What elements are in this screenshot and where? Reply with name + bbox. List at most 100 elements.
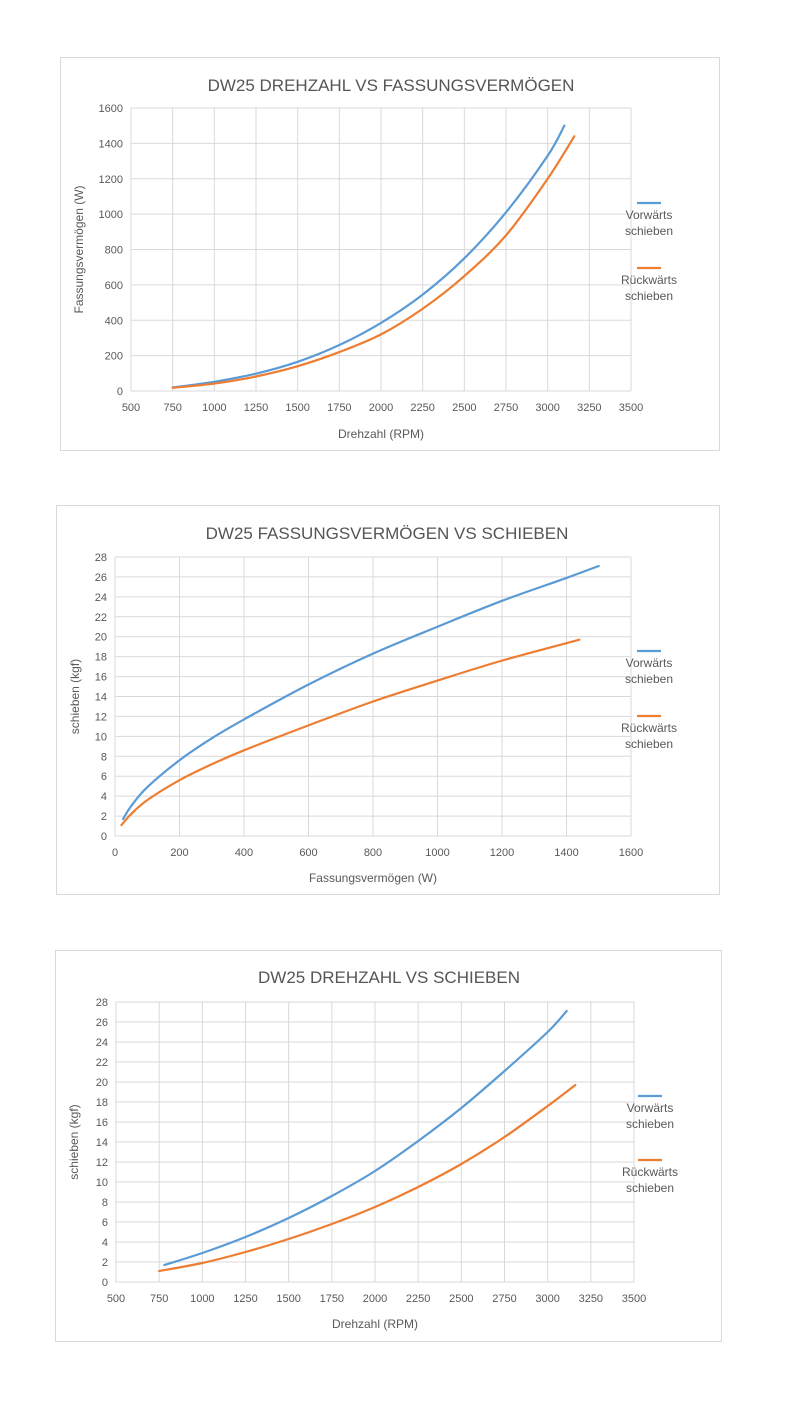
- y-tick-label: 800: [105, 245, 123, 257]
- y-tick-label: 12: [96, 1157, 108, 1169]
- x-tick-label: 3000: [535, 1293, 559, 1305]
- legend-label: Vorwärts schieben: [625, 208, 673, 238]
- x-tick-label: 3500: [619, 402, 643, 414]
- y-tick-label: 22: [96, 1057, 108, 1069]
- y-tick-label: 12: [95, 711, 107, 723]
- y-tick-label: 200: [105, 351, 123, 363]
- x-tick-label: 3250: [579, 1293, 603, 1305]
- y-tick-label: 18: [95, 652, 107, 664]
- x-tick-label: 3000: [535, 402, 559, 414]
- chart-title: DW25 FASSUNGSVERMÖGEN VS SCHIEBEN: [206, 524, 569, 543]
- y-tick-label: 1200: [99, 174, 123, 186]
- x-tick-label: 2000: [369, 402, 393, 414]
- y-axis-label: schieben (kgf): [68, 659, 82, 734]
- x-tick-label: 1000: [190, 1293, 214, 1305]
- y-tick-label: 8: [101, 751, 107, 763]
- series-line-rueckwaerts: [120, 638, 581, 827]
- x-tick-label: 3500: [622, 1293, 646, 1305]
- series-line-vorwaerts: [171, 124, 566, 389]
- y-tick-label: 6: [101, 771, 107, 783]
- series-line-vorwaerts: [163, 1009, 568, 1267]
- x-tick-label: 750: [150, 1293, 168, 1305]
- y-tick-label: 14: [95, 692, 107, 704]
- x-tick-label: 500: [122, 402, 140, 414]
- y-tick-label: 24: [96, 1037, 108, 1049]
- legend-entry: Vorwärts schieben: [625, 201, 673, 238]
- series-line-rueckwaerts: [158, 1083, 577, 1273]
- x-tick-label: 0: [112, 847, 118, 859]
- x-tick-label: 2750: [494, 402, 518, 414]
- legend-entry: Vorwärts schieben: [625, 649, 673, 686]
- y-tick-label: 16: [95, 672, 107, 684]
- legend-label: Rückwärts schieben: [621, 273, 677, 303]
- legend-label: Vorwärts schieben: [625, 656, 673, 686]
- legend-label: Vorwärts schieben: [626, 1101, 674, 1131]
- gridlines: [115, 1001, 635, 1283]
- y-tick-label: 28: [95, 552, 107, 564]
- x-axis-label: Drehzahl (RPM): [332, 1317, 418, 1331]
- y-tick-label: 26: [95, 572, 107, 584]
- series-line-rueckwaerts: [171, 135, 576, 389]
- legend-entry: Vorwärts schieben: [626, 1094, 674, 1131]
- y-axis-label: schieben (kgf): [67, 1104, 81, 1179]
- y-tick-label: 1000: [99, 209, 123, 221]
- y-tick-label: 22: [95, 612, 107, 624]
- y-tick-label: 0: [101, 831, 107, 843]
- y-tick-label: 16: [96, 1117, 108, 1129]
- x-tick-label: 500: [107, 1293, 125, 1305]
- x-tick-label: 1750: [327, 402, 351, 414]
- x-tick-label: 1500: [276, 1293, 300, 1305]
- x-tick-label: 2000: [363, 1293, 387, 1305]
- chart-title: DW25 DREHZAHL VS SCHIEBEN: [258, 968, 520, 987]
- x-tick-label: 1750: [320, 1293, 344, 1305]
- legend-entry: Rückwärts schieben: [621, 714, 677, 751]
- y-tick-label: 10: [96, 1177, 108, 1189]
- x-tick-label: 2250: [410, 402, 434, 414]
- legend-label: Rückwärts schieben: [622, 1165, 678, 1195]
- chart-title: DW25 DREHZAHL VS FASSUNGSVERMÖGEN: [208, 76, 575, 95]
- chart-panel-rpm-vs-capacity: DW25 DREHZAHL VS FASSUNGSVERMÖGEN 500 750 1…: [60, 57, 720, 451]
- y-tick-label: 0: [102, 1277, 108, 1289]
- y-tick-label: 4: [101, 791, 107, 803]
- y-tick-label: 1400: [99, 138, 123, 150]
- series-line-vorwaerts: [121, 564, 600, 821]
- chart-panel-rpm-vs-thrust: DW25 DREHZAHL VS SCHIEBEN 500 750 1000 1250 1…: [55, 950, 722, 1342]
- y-tick-label: 0: [117, 386, 123, 398]
- x-tick-label: 1200: [490, 847, 514, 859]
- legend-entry: Rückwärts schieben: [622, 1158, 678, 1195]
- x-tick-label: 2250: [406, 1293, 430, 1305]
- chart-rpm-vs-thrust: DW25 DREHZAHL VS SCHIEBEN 500 750 1000 1250 1…: [67, 968, 678, 1331]
- x-tick-label: 1500: [285, 402, 309, 414]
- y-tick-label: 600: [105, 280, 123, 292]
- y-tick-label: 10: [95, 731, 107, 743]
- x-tick-label: 2500: [452, 402, 476, 414]
- y-axis-label: Fassungsvermögen (W): [72, 185, 86, 313]
- legend-entry: Rückwärts schieben: [621, 266, 677, 303]
- y-tick-label: 20: [95, 632, 107, 644]
- x-axis-label: Drehzahl (RPM): [338, 427, 424, 441]
- x-tick-label: 1250: [233, 1293, 257, 1305]
- x-tick-label: 1250: [244, 402, 268, 414]
- y-tick-label: 6: [102, 1217, 108, 1229]
- y-tick-label: 2: [102, 1257, 108, 1269]
- y-tick-label: 2: [101, 811, 107, 823]
- x-tick-label: 800: [364, 847, 382, 859]
- x-tick-label: 1400: [554, 847, 578, 859]
- y-tick-label: 4: [102, 1237, 108, 1249]
- x-tick-label: 2500: [449, 1293, 473, 1305]
- x-tick-label: 1000: [425, 847, 449, 859]
- chart-rpm-vs-capacity: DW25 DREHZAHL VS FASSUNGSVERMÖGEN 500 750 1…: [72, 76, 677, 441]
- legend-label: Rückwärts schieben: [621, 721, 677, 751]
- y-tick-label: 26: [96, 1017, 108, 1029]
- x-tick-label: 1000: [202, 402, 226, 414]
- x-tick-label: 750: [163, 402, 181, 414]
- y-tick-label: 28: [96, 997, 108, 1009]
- y-tick-label: 24: [95, 592, 107, 604]
- y-tick-label: 8: [102, 1197, 108, 1209]
- chart-panel-capacity-vs-thrust: DW25 FASSUNGSVERMÖGEN VS SCHIEBEN 0 200 400…: [56, 505, 720, 895]
- y-tick-label: 20: [96, 1077, 108, 1089]
- x-tick-label: 1600: [619, 847, 643, 859]
- x-tick-label: 3250: [577, 402, 601, 414]
- x-tick-label: 600: [299, 847, 317, 859]
